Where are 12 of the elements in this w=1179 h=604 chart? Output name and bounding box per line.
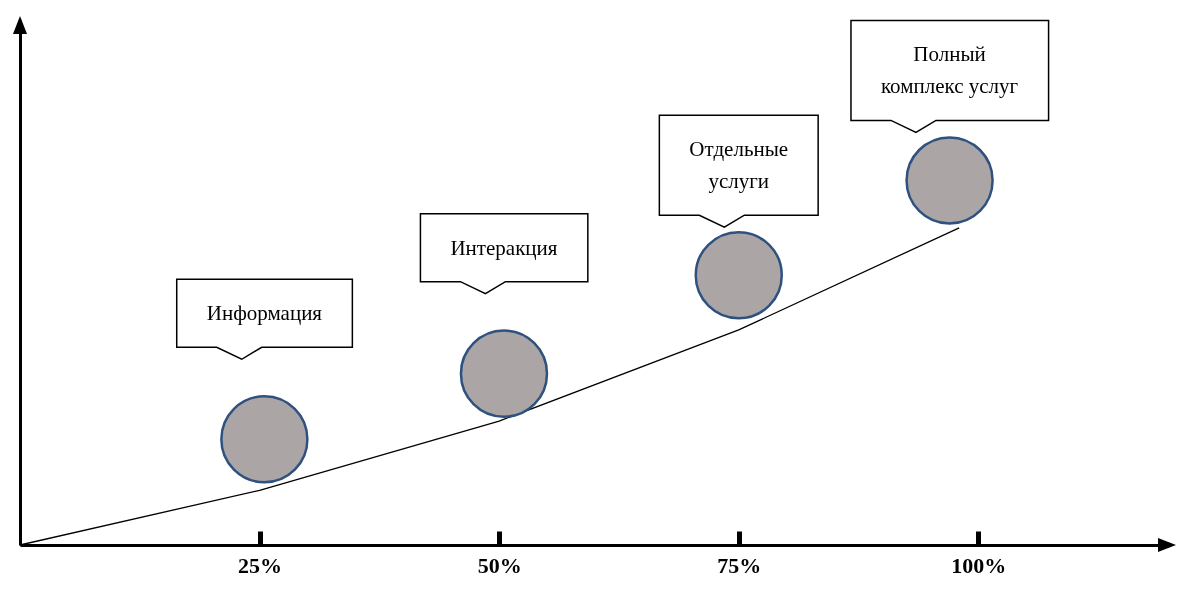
annotation: Интеракция [450,235,558,260]
annotation: Информация [206,301,323,326]
x-tick-label: 50% [477,552,522,578]
x-tick-label: 100% [951,552,1007,578]
text: Полный комплекс услуг [880,42,1019,99]
x-tick-label: 25% [238,552,283,578]
point [459,329,549,418]
point [220,395,309,484]
point [694,231,784,320]
x-tick-label: 75% [717,552,762,578]
annotation: Отдельные услуги [689,137,789,194]
point [905,136,994,225]
